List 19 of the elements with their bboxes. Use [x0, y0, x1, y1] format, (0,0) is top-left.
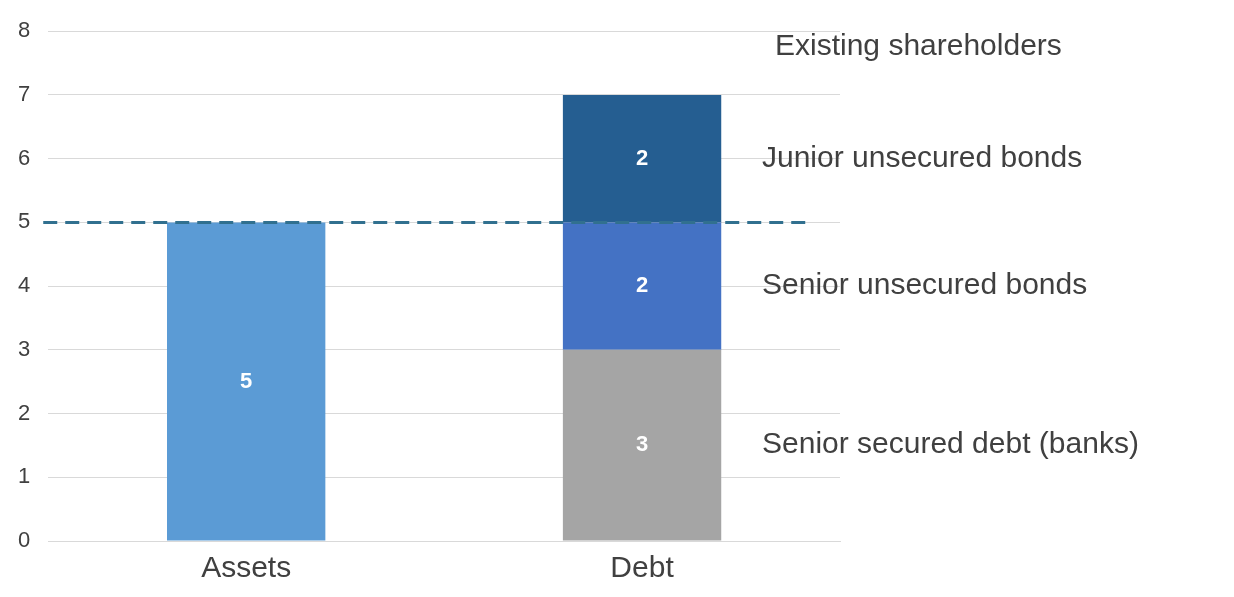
data-label: 2	[635, 272, 649, 298]
y-tick-label: 3	[17, 335, 31, 361]
annotation: Existing shareholders	[775, 28, 1062, 62]
data-label: 3	[635, 431, 649, 457]
y-tick-label: 0	[17, 527, 31, 553]
series-label: Senior unsecured bonds	[762, 267, 1088, 301]
y-tick-label: 2	[17, 399, 31, 425]
y-tick-label: 6	[17, 144, 31, 170]
y-tick-label: 5	[17, 208, 31, 234]
y-tick-label: 7	[17, 80, 31, 106]
y-tick-label: 4	[17, 272, 31, 298]
series-label: Senior secured debt (banks)	[762, 426, 1139, 460]
x-tick-label: Assets	[201, 550, 292, 584]
x-tick-label: Debt	[610, 550, 675, 584]
y-tick-label: 8	[17, 17, 31, 43]
y-tick-label: 1	[17, 463, 31, 489]
data-label: 2	[635, 144, 649, 170]
series-label: Junior unsecured bonds	[762, 139, 1083, 173]
data-label: 5	[240, 367, 253, 393]
